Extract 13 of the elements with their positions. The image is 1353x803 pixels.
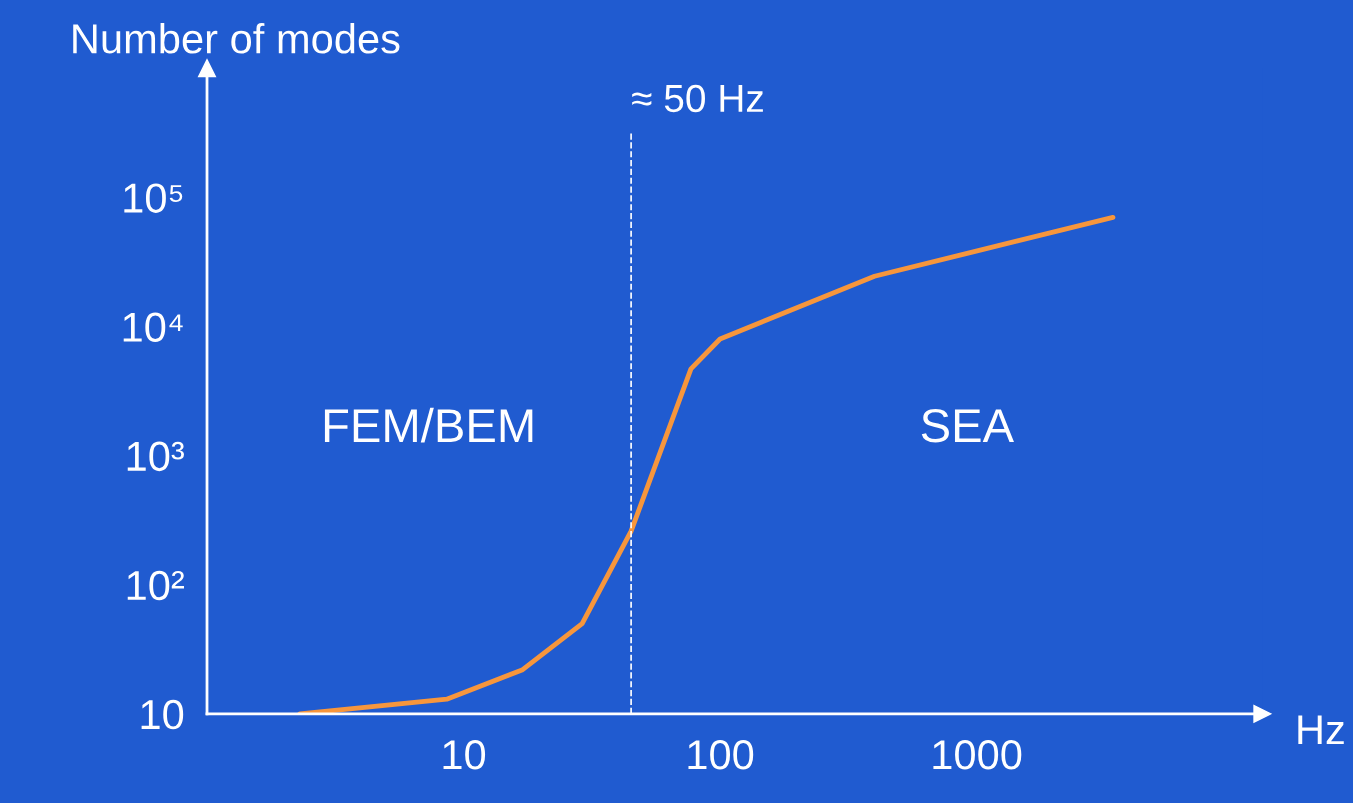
annotation: FEM/BEM [324,407,533,443]
annotation: SEA [921,409,1014,443]
x-tick-label: 10 [443,739,486,770]
y-tick-label: 10² [127,570,184,601]
x-tick-label: 1000 [933,739,1022,770]
y-axis-title: Number of modes [73,22,400,54]
x-tick-label: 100 [688,739,754,770]
y-tick-label: 10³ [127,441,184,472]
y-tick-label: 10⁴ [123,312,183,343]
y-tick-label: 10⁵ [124,183,183,213]
ref-line-label: ≈ 50 Hz [632,84,763,113]
x-axis-title: Hz [1298,715,1344,745]
y-tick-label: 10 [141,699,184,730]
